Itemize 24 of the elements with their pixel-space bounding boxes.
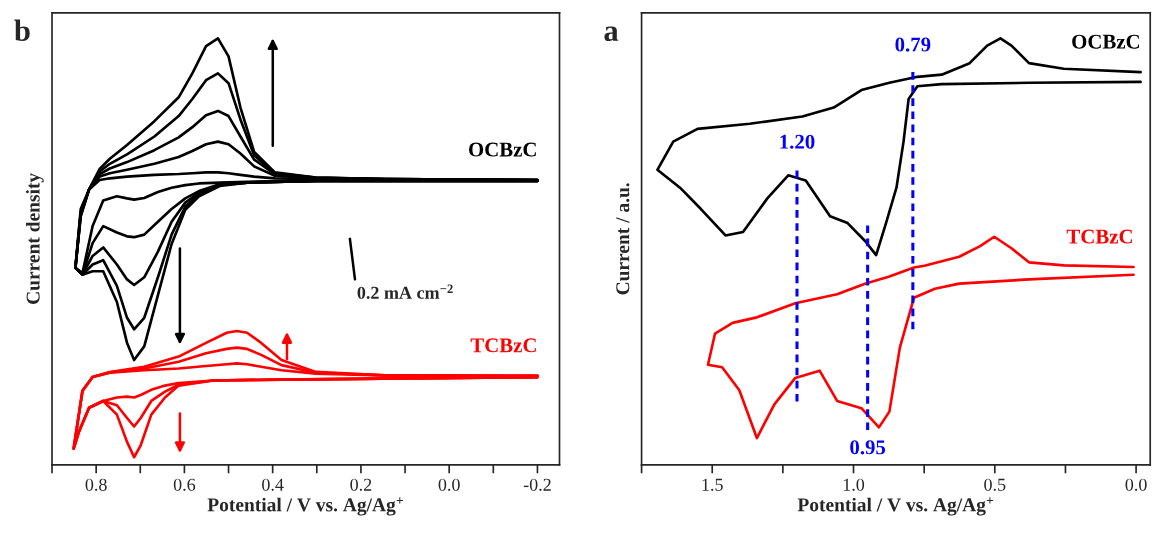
y-axis-title: Current / a.u. — [616, 183, 630, 295]
ref-line-label: 0.95 — [850, 440, 886, 455]
series-label: OCBzC — [469, 142, 536, 157]
x-tick-label: 0.0 — [438, 478, 460, 491]
x-axis-title: Potential / V vs. Ag/Ag$^{+}$ — [207, 497, 403, 516]
chart-title: a — [604, 26, 619, 42]
x-tick-label: 0.2 — [350, 478, 372, 491]
series-label: TCBzC — [1066, 229, 1132, 244]
x-tick-label: 1.0 — [843, 478, 865, 491]
series-label: TCBzC — [470, 338, 536, 353]
chart-title: b — [14, 19, 30, 42]
x-tick-label: 0.4 — [262, 478, 284, 491]
ref-line-label: 0.79 — [895, 37, 931, 52]
x-tick-label: 0.6 — [173, 478, 196, 491]
y-axis-title: Current density — [26, 173, 44, 304]
x-tick-label: -0.2 — [523, 478, 551, 491]
series-label: OCBzC — [1072, 34, 1140, 49]
x-tick-label: 1.5 — [702, 478, 723, 491]
x-axis-title: Potential / V vs. Ag/Ag$^{+}$ — [797, 497, 994, 516]
annotation: 0.2 mA cm$^{−2}$ — [357, 284, 453, 299]
x-tick-label: 0.5 — [984, 478, 1006, 491]
ref-line-label: 1.20 — [780, 134, 815, 149]
x-tick-label: 0.8 — [85, 478, 107, 491]
x-tick-label: 0.0 — [1125, 478, 1147, 491]
